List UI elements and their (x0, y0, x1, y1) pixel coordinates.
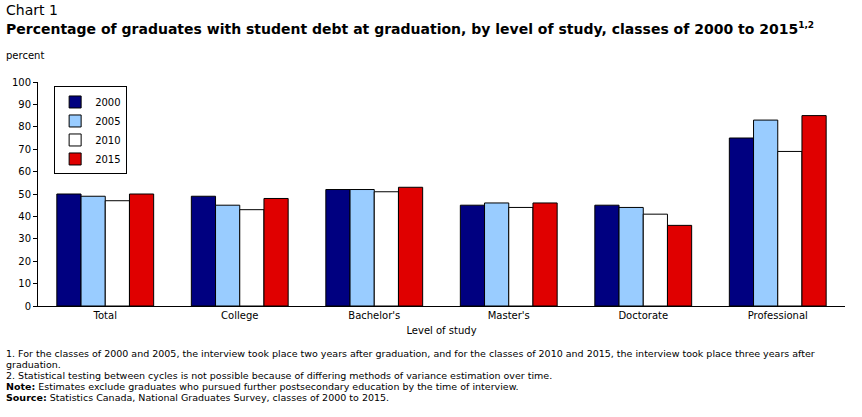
svg-text:40: 40 (18, 211, 31, 222)
svg-text:Master's: Master's (488, 310, 530, 321)
html-text:2. Statistical testing between: 2. Statistical testing between cycles is… (6, 370, 553, 381)
svg-text:70: 70 (18, 144, 31, 155)
svg-text:0: 0 (25, 301, 31, 312)
html-text:Source: Statistics Canada, Nat: Source: Statistics Canada, National Grad… (6, 392, 390, 403)
svg-text:College: College (221, 310, 258, 321)
svg-text:2005: 2005 (95, 116, 120, 127)
svg-text:100: 100 (12, 77, 31, 88)
svg-text:Bachelor's: Bachelor's (348, 310, 400, 321)
svg-text:2010: 2010 (95, 135, 120, 146)
html-text:Percentage of graduates with s: Percentage of graduates with student deb… (6, 20, 799, 37)
svg-text:60: 60 (18, 166, 31, 177)
svg-text:80: 80 (18, 121, 31, 132)
svg-text:10: 10 (18, 278, 31, 289)
svg-text:Level of study: Level of study (406, 325, 476, 336)
svg-text:Doctorate: Doctorate (618, 310, 668, 321)
svg-text:Professional: Professional (748, 310, 808, 321)
html-text:Note: Estimates exclude gradua: Note: Estimates exclude graduates who pu… (6, 381, 519, 392)
svg-text:2015: 2015 (95, 154, 120, 165)
html-text:1,2: 1,2 (798, 20, 815, 30)
html-text:1. For the classes of 2000 and: 1. For the classes of 2000 and 2005, the… (6, 348, 815, 370)
svg-text:50: 50 (18, 189, 31, 200)
svg-text:2000: 2000 (95, 97, 120, 108)
svg-text:90: 90 (18, 99, 31, 110)
svg-text:30: 30 (18, 233, 31, 244)
html-text:Chart 1: Chart 1 (6, 2, 58, 18)
svg-text:Total: Total (93, 310, 117, 321)
html-text:percent: percent (6, 50, 45, 61)
svg-text:20: 20 (18, 256, 31, 267)
